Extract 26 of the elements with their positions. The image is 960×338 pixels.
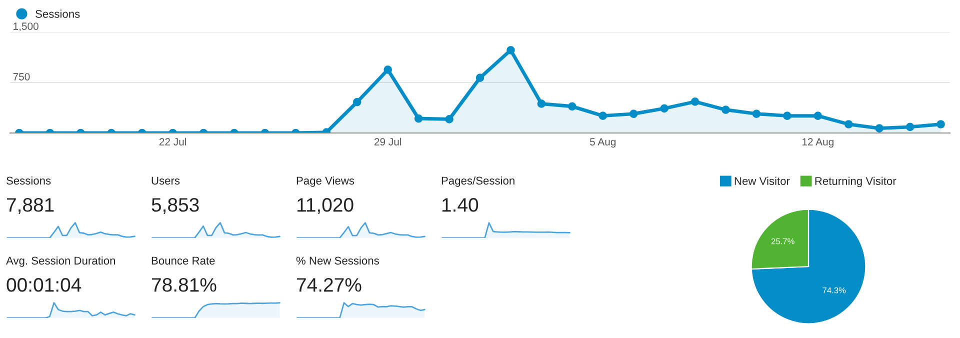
x-tick-label: 22 Jul — [159, 138, 186, 146]
legend-label: Sessions — [36, 10, 80, 18]
chart-title: Users — [152, 176, 180, 185]
chart-subtitle: 5,853 — [152, 198, 199, 214]
chart-title: Sessions — [6, 176, 51, 185]
pie-slice — [750, 208, 866, 324]
y-tick-label: 1,500 — [14, 22, 38, 32]
chart-title: Bounce Rate — [152, 256, 215, 265]
x-tick-label: 29 Jul — [374, 138, 402, 146]
chart-subtitle: 1.40 — [442, 198, 478, 212]
chart-subtitle: 11,020 — [297, 198, 354, 214]
chart-subtitle: 7,881 — [6, 198, 54, 214]
data-label: 74.3% — [822, 287, 846, 294]
chart-title: Avg. Session Duration — [6, 256, 116, 267]
legend-label: Returning Visitor — [815, 176, 896, 188]
y-tick-label: 750 — [13, 73, 30, 80]
legend-label: New Visitor — [734, 176, 790, 185]
chart-subtitle: 74.27% — [296, 278, 362, 292]
x-tick-label: 12 Aug — [802, 138, 834, 148]
chart-subtitle: 78.81% — [152, 278, 216, 292]
chart-title: % New Sessions — [296, 256, 379, 265]
x-tick-label: 5 Aug — [590, 138, 616, 148]
data-label: 25.7% — [771, 238, 794, 244]
chart-title: Page Views — [296, 176, 354, 187]
chart-subtitle: 00:01:04 — [6, 278, 82, 292]
chart-title: Pages/Session — [442, 176, 514, 187]
